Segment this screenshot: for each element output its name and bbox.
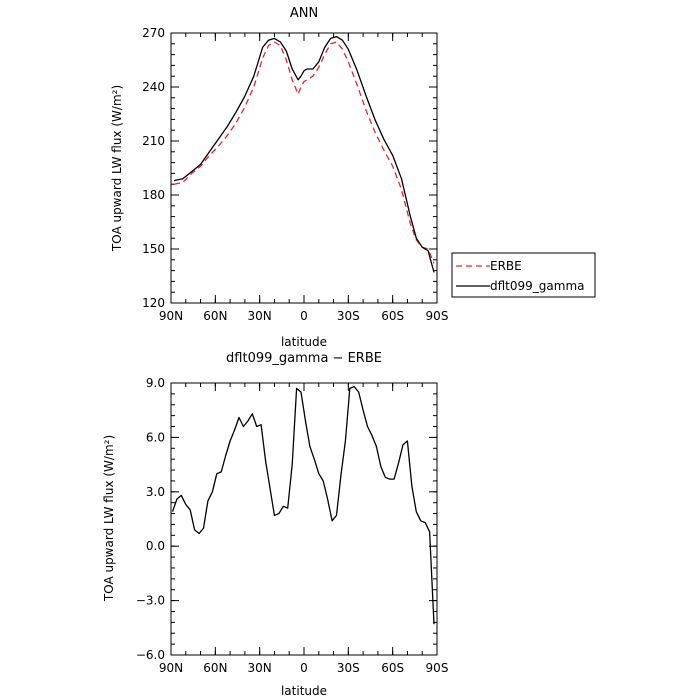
top-plot-title: ANN [290,6,318,21]
bottom-series-difference-line [171,385,435,625]
bottom-y-tick-label: 6.0 [146,430,165,444]
legend-erbe-label: ERBE [490,259,522,273]
top-plot-area: 90N 60N 30N 0 30S 60S 90S 120 150 180 210 240 270 [142,26,448,323]
bottom-y-tick-label: −6.0 [136,648,165,662]
bottom-x-tick-label: 60N [203,661,227,675]
bottom-y-tick-label: −3.0 [136,594,165,608]
bottom-x-tick-label: 60S [381,661,404,675]
top-x-tick-label: 60S [381,309,404,323]
bottom-plot-title: dflt099_gamma − ERBE [226,351,382,366]
bottom-x-axis-title: latitude [281,684,327,698]
top-y-tick-label: 150 [142,242,165,256]
bottom-y-axis-title: TOA upward LW flux (W/m²) [102,435,116,602]
top-x-tick-label: 90S [426,309,449,323]
top-y-tick-label: 180 [142,188,165,202]
legend-model-label: dflt099_gamma [490,279,585,293]
bottom-x-tick-label: 30S [337,661,360,675]
top-y-tick-label: 240 [142,80,165,94]
bottom-x-tick-label: 30N [248,661,272,675]
legend-box [451,252,596,298]
top-x-tick-label: 30S [337,309,360,323]
bottom-plot-area: 90N 60N 30N 0 30S 60S 90S −6.0 −3.0 0.0 3.0 6.0 9.0 [136,376,449,675]
bottom-y-tick-label: 9.0 [146,376,165,390]
bottom-panel: dflt099_gamma − ERBE 90N 60N 30N 0 30S 60S 90S… [102,351,448,698]
bottom-frame [170,382,438,656]
top-x-tick-label: 30N [248,309,272,323]
bottom-x-tick-label: 0 [300,661,308,675]
bottom-y-tick-label: 3.0 [146,485,165,499]
top-x-tick-label: 60N [203,309,227,323]
top-series-erbe-line [173,41,435,264]
top-panel: ANN 90N 60N 30N 0 30S 60S 90S 120 150 180 210 240 27… [110,6,448,349]
top-y-tick-label: 210 [142,134,165,148]
top-y-tick-label: 120 [142,296,165,310]
top-x-tick-label: 0 [300,309,308,323]
bottom-x-tick-label: 90N [159,661,183,675]
bottom-x-tick-label: 90S [426,661,449,675]
top-series-dflt099-gamma-line [173,35,435,273]
top-y-tick-label: 270 [142,26,165,40]
legend: ERBE dflt099_gamma [451,252,596,298]
bottom-y-tick-label: 0.0 [146,539,165,553]
top-y-axis-title: TOA upward LW flux (W/m²) [110,85,124,252]
top-x-axis-title: latitude [281,335,327,349]
top-x-tick-label: 90N [159,309,183,323]
